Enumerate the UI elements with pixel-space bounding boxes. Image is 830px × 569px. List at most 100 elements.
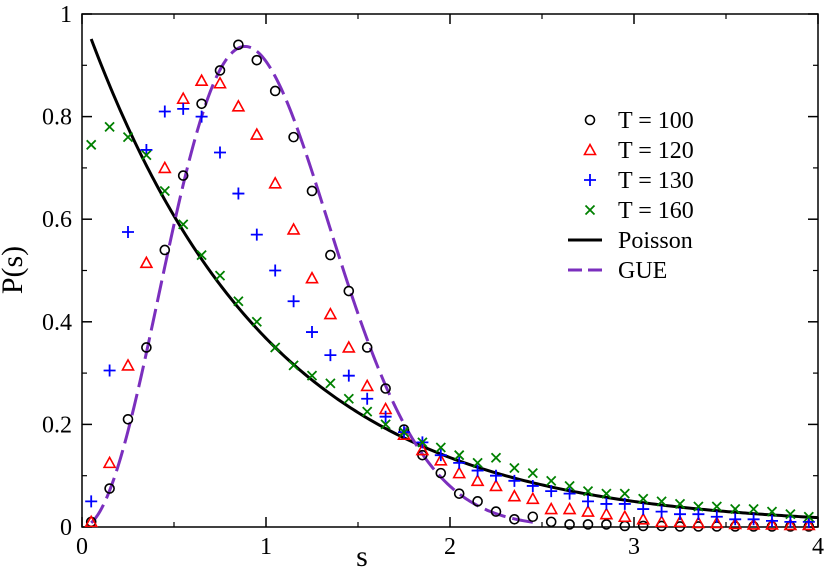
data-point bbox=[159, 185, 170, 197]
data-point bbox=[619, 488, 630, 499]
x-tick-label: 2 bbox=[444, 534, 456, 560]
data-point bbox=[600, 497, 613, 510]
data-point bbox=[435, 467, 447, 479]
data-point bbox=[693, 501, 704, 512]
data-point bbox=[306, 370, 318, 381]
data-point bbox=[728, 516, 743, 530]
data-point bbox=[765, 517, 779, 530]
data-point bbox=[104, 483, 115, 494]
data-point bbox=[360, 378, 375, 392]
data-point bbox=[673, 514, 687, 528]
data-point bbox=[379, 410, 392, 423]
data-point bbox=[564, 519, 575, 530]
data-point bbox=[288, 360, 299, 371]
legend-label: T = 100 bbox=[618, 108, 694, 134]
data-point bbox=[803, 511, 814, 522]
data-point bbox=[582, 519, 594, 530]
data-point bbox=[158, 105, 171, 118]
data-point bbox=[415, 442, 430, 456]
data-point bbox=[141, 149, 152, 161]
data-point bbox=[637, 503, 650, 516]
data-point bbox=[454, 450, 465, 461]
data-point bbox=[231, 99, 246, 112]
x-axis-title: s bbox=[356, 540, 368, 569]
data-point bbox=[527, 511, 539, 523]
data-point bbox=[617, 509, 632, 523]
data-point bbox=[398, 426, 410, 438]
data-point bbox=[654, 514, 669, 528]
x-tick-label: 1 bbox=[260, 534, 272, 560]
data-point bbox=[582, 495, 594, 508]
data-point bbox=[177, 170, 189, 181]
data-point bbox=[269, 264, 282, 277]
data-point bbox=[342, 369, 355, 382]
data-point bbox=[380, 419, 391, 430]
data-point bbox=[599, 507, 614, 520]
data-point bbox=[325, 249, 336, 261]
data-point bbox=[122, 131, 134, 143]
data-point bbox=[178, 219, 189, 230]
ticks bbox=[81, 13, 819, 528]
y-tick-label: 0.8 bbox=[42, 105, 72, 131]
data-point bbox=[766, 506, 778, 517]
data-point bbox=[655, 505, 668, 518]
data-point bbox=[507, 489, 522, 502]
data-point bbox=[692, 508, 705, 521]
data-point bbox=[638, 493, 649, 504]
data-point bbox=[433, 453, 448, 466]
data-point bbox=[434, 449, 447, 462]
data-point bbox=[581, 504, 595, 517]
data-point bbox=[709, 515, 724, 529]
data-point bbox=[545, 485, 558, 498]
data-point bbox=[139, 255, 154, 269]
data-point bbox=[305, 271, 319, 284]
y-tick-label: 0.6 bbox=[42, 207, 72, 233]
data-point bbox=[323, 306, 338, 320]
data-point bbox=[747, 513, 760, 526]
plot-frame bbox=[81, 13, 819, 528]
data-point bbox=[546, 475, 557, 486]
data-point bbox=[783, 517, 798, 531]
data-point bbox=[472, 496, 483, 507]
data-point bbox=[102, 455, 117, 469]
data-point bbox=[214, 65, 226, 76]
data-point bbox=[656, 496, 667, 507]
series-t-120 bbox=[84, 73, 816, 531]
data-point bbox=[103, 364, 116, 377]
data-point bbox=[490, 452, 502, 463]
data-point bbox=[453, 488, 465, 499]
data-point bbox=[341, 340, 356, 353]
data-point bbox=[636, 512, 651, 525]
data-point bbox=[545, 516, 557, 528]
data-point bbox=[801, 517, 816, 531]
data-point bbox=[564, 480, 575, 492]
data-point bbox=[213, 76, 227, 89]
data-point bbox=[526, 479, 539, 492]
data-point bbox=[270, 342, 281, 353]
data-point bbox=[288, 131, 299, 143]
data-point bbox=[176, 91, 191, 104]
data-point bbox=[563, 487, 576, 500]
data-point bbox=[417, 437, 428, 448]
data-point bbox=[508, 474, 521, 487]
data-point bbox=[472, 457, 483, 469]
data-point bbox=[637, 520, 649, 532]
y-axis-title: P(s) bbox=[0, 246, 29, 294]
data-point bbox=[195, 110, 208, 123]
data-point bbox=[214, 146, 226, 159]
series-t-160 bbox=[86, 121, 814, 522]
data-point bbox=[232, 187, 245, 200]
data-point bbox=[710, 510, 723, 523]
legend: T = 100 T = 120 T = 130 T = 160 Poisson GUE bbox=[568, 108, 694, 284]
data-point bbox=[544, 501, 559, 515]
data-point bbox=[104, 121, 115, 132]
data-point bbox=[251, 54, 263, 66]
legend-label: T = 130 bbox=[618, 168, 694, 194]
x-tick-label: 4 bbox=[812, 534, 824, 560]
data-point bbox=[490, 506, 502, 517]
x-tick-label: 3 bbox=[628, 534, 640, 560]
legend-label: Poisson bbox=[618, 228, 693, 254]
data-point bbox=[784, 515, 797, 528]
legend-label: T = 120 bbox=[618, 138, 694, 164]
poisson-curve bbox=[89, 38, 819, 520]
